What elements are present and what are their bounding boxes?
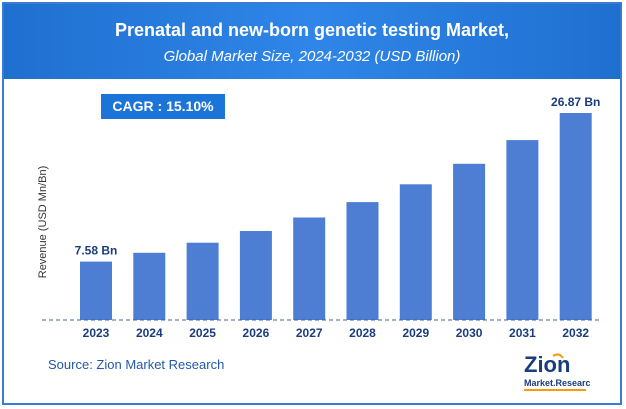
x-tick-label-2028: 2028 bbox=[349, 326, 376, 340]
logo-sub-text: Market.Research bbox=[524, 378, 590, 388]
bar-2023 bbox=[80, 261, 112, 320]
logo-main-text: Zion bbox=[524, 352, 570, 377]
x-tick-label-2025: 2025 bbox=[189, 326, 216, 340]
bars-group bbox=[80, 113, 592, 320]
data-labels-group: 7.58 Bn 26.87 Bn bbox=[75, 95, 601, 258]
x-tick-label-2024: 2024 bbox=[136, 326, 163, 340]
bar-2024 bbox=[133, 252, 166, 320]
bar-2026 bbox=[239, 231, 272, 320]
bar-2028 bbox=[346, 202, 379, 320]
data-label-2032: 26.87 Bn bbox=[551, 95, 600, 109]
x-tick-label-2031: 2031 bbox=[509, 326, 536, 340]
bar-2032 bbox=[559, 113, 592, 320]
bar-2025 bbox=[186, 242, 219, 320]
x-tick-label-2026: 2026 bbox=[243, 326, 270, 340]
y-axis-label: Revenue (USD Mn/Bn) bbox=[37, 166, 49, 279]
source-note: Source: Zion Market Research bbox=[48, 357, 225, 372]
chart-subtitle: Global Market Size, 2024-2032 (USD Billi… bbox=[163, 48, 461, 65]
chart-title: Prenatal and new-born genetic testing Ma… bbox=[114, 20, 510, 40]
chart-header: Prenatal and new-born genetic testing Ma… bbox=[4, 4, 620, 79]
y-axis-label-group: Revenue (USD Mn/Bn) bbox=[37, 166, 49, 279]
bar-2030 bbox=[453, 163, 486, 320]
x-tick-label-2027: 2027 bbox=[296, 326, 323, 340]
x-tick-label-2023: 2023 bbox=[83, 326, 110, 340]
logo-underline bbox=[524, 389, 586, 391]
x-tick-labels-group: 2023 2024 2025 2026 2027 2028 2029 2030 2031 2032 bbox=[83, 326, 590, 340]
bar-2027 bbox=[293, 217, 326, 320]
x-tick-label-2032: 2032 bbox=[562, 326, 589, 340]
x-tick-label-2029: 2029 bbox=[402, 326, 429, 340]
cagr-badge: CAGR : 15.10% bbox=[101, 94, 225, 119]
x-tick-label-2030: 2030 bbox=[456, 326, 483, 340]
data-label-2023: 7.58 Bn bbox=[75, 244, 118, 258]
zion-logo-icon: Zion Market.Research bbox=[524, 352, 590, 391]
bar-2029 bbox=[399, 184, 432, 320]
bar-2031 bbox=[506, 140, 539, 320]
